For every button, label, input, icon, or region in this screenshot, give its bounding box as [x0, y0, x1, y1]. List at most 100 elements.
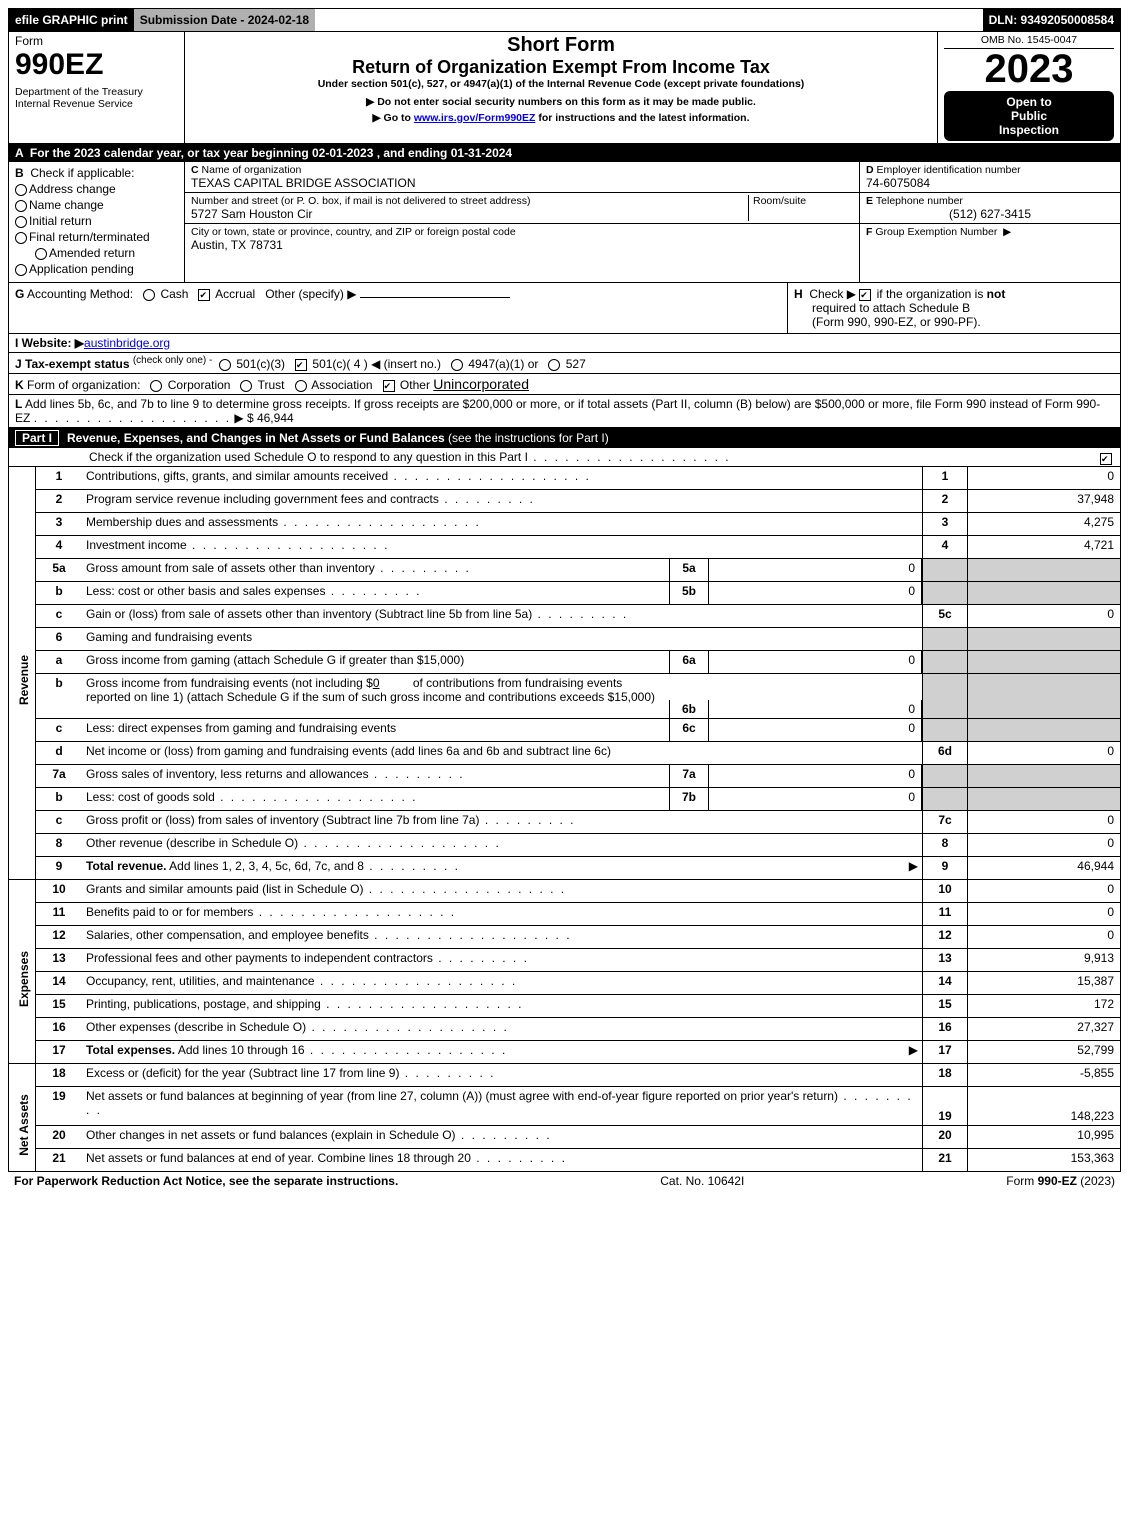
ssn-warning: Do not enter social security numbers on …	[191, 96, 931, 108]
line-7b-value: 0	[709, 788, 922, 810]
line-11-value: 0	[968, 903, 1120, 925]
tax-year: 2023	[944, 49, 1114, 89]
part1-check-line: Check if the organization used Schedule …	[9, 448, 1120, 467]
line-9-value: 46,944	[968, 857, 1120, 879]
revenue-side-label: Revenue	[17, 645, 31, 715]
expenses-side-label: Expenses	[17, 944, 31, 1014]
line-1-value: 0	[968, 467, 1120, 489]
chk-amended-return[interactable]	[35, 248, 47, 260]
footer-mid: Cat. No. 10642I	[660, 1174, 744, 1188]
line-6d-value: 0	[968, 742, 1120, 764]
line-8-value: 0	[968, 834, 1120, 856]
line-2-value: 37,948	[968, 490, 1120, 512]
line-10-value: 0	[968, 880, 1120, 902]
street-address: 5727 Sam Houston Cir	[191, 207, 748, 221]
chk-501c3[interactable]	[219, 359, 231, 371]
form-body: Form 990EZ Department of the Treasury In…	[8, 32, 1121, 1172]
irs-label: Internal Revenue Service	[15, 98, 178, 110]
section-a: A For the 2023 calendar year, or tax yea…	[9, 144, 1120, 162]
line-3-value: 4,275	[968, 513, 1120, 535]
line-16-value: 27,327	[968, 1018, 1120, 1040]
irs-link[interactable]: www.irs.gov/Form990EZ	[414, 112, 536, 124]
room-label: Room/suite	[753, 195, 853, 207]
line-5b-value: 0	[709, 582, 922, 604]
line-17-value: 52,799	[968, 1041, 1120, 1063]
row-j: J Tax-exempt status (check only one) - 5…	[9, 353, 1120, 374]
line-7a-value: 0	[709, 765, 922, 787]
street-label: Number and street (or P. O. box, if mail…	[191, 195, 748, 207]
line-6a-value: 0	[709, 651, 922, 673]
short-form-title: Short Form	[191, 34, 931, 57]
form-number: 990EZ	[15, 48, 178, 82]
chk-schedule-o[interactable]	[1100, 453, 1112, 465]
main-title: Return of Organization Exempt From Incom…	[191, 57, 931, 78]
c-label: Name of organization	[202, 164, 302, 176]
chk-initial-return[interactable]	[15, 216, 27, 228]
chk-accrual[interactable]	[198, 289, 210, 301]
city-label: City or town, state or province, country…	[191, 226, 853, 238]
line-5c-value: 0	[968, 605, 1120, 627]
line-6b-value: 0	[709, 700, 922, 718]
form-header: Form 990EZ Department of the Treasury In…	[9, 32, 1120, 144]
line-15-value: 172	[968, 995, 1120, 1017]
chk-527[interactable]	[548, 359, 560, 371]
line-6c-value: 0	[709, 719, 922, 741]
net-assets-table: Net Assets 18Excess or (deficit) for the…	[9, 1064, 1120, 1171]
chk-cash[interactable]	[143, 289, 155, 301]
org-name: TEXAS CAPITAL BRIDGE ASSOCIATION	[191, 176, 853, 190]
dept-label: Department of the Treasury	[15, 86, 178, 98]
f-label: Group Exemption Number	[875, 226, 997, 238]
row-i: I Website: ▶austinbridge.org	[9, 334, 1120, 353]
block-g-h: G Accounting Method: Cash Accrual Other …	[9, 283, 1120, 334]
line-19-value: 148,223	[968, 1087, 1120, 1125]
row-l: L Add lines 5b, 6c, and 7b to line 9 to …	[9, 395, 1120, 428]
submission-date: Submission Date - 2024-02-18	[134, 9, 315, 31]
chk-address-change[interactable]	[15, 184, 27, 196]
chk-trust[interactable]	[240, 380, 252, 392]
line-7c-value: 0	[968, 811, 1120, 833]
form-label: Form	[15, 34, 178, 48]
line-12-value: 0	[968, 926, 1120, 948]
chk-501c[interactable]	[295, 359, 307, 371]
line-21-value: 153,363	[968, 1149, 1120, 1171]
goto-line: Go to www.irs.gov/Form990EZ for instruct…	[191, 112, 931, 124]
website-link[interactable]: austinbridge.org	[84, 336, 170, 350]
chk-application-pending[interactable]	[15, 264, 27, 276]
city-state-zip: Austin, TX 78731	[191, 238, 853, 252]
chk-h[interactable]	[859, 289, 871, 301]
g-label: Accounting Method:	[27, 287, 133, 301]
footer-left: For Paperwork Reduction Act Notice, see …	[14, 1174, 398, 1188]
expenses-table: Expenses 10Grants and similar amounts pa…	[9, 880, 1120, 1064]
d-label: Employer identification number	[877, 164, 1021, 176]
page-footer: For Paperwork Reduction Act Notice, see …	[8, 1172, 1121, 1190]
chk-name-change[interactable]	[15, 200, 27, 212]
line-13-value: 9,913	[968, 949, 1120, 971]
line-5a-value: 0	[709, 559, 922, 581]
e-label: Telephone number	[876, 195, 963, 207]
line-18-value: -5,855	[968, 1064, 1120, 1086]
chk-4947[interactable]	[451, 359, 463, 371]
efile-label[interactable]: efile GRAPHIC print	[9, 9, 134, 31]
under-section: Under section 501(c), 527, or 4947(a)(1)…	[191, 78, 931, 90]
net-assets-side-label: Net Assets	[17, 1090, 31, 1160]
part1-header: Part I Revenue, Expenses, and Changes in…	[9, 428, 1120, 448]
other-org-value: Unincorporated	[433, 376, 529, 392]
block-b-to-f: B Check if applicable: Address change Na…	[9, 162, 1120, 283]
chk-final-return[interactable]	[15, 232, 27, 244]
footer-right: Form 990-EZ (2023)	[1006, 1174, 1115, 1188]
top-bar: efile GRAPHIC print Submission Date - 20…	[8, 8, 1121, 32]
line-20-value: 10,995	[968, 1126, 1120, 1148]
other-specify-input[interactable]	[360, 297, 510, 298]
revenue-table: Revenue 1Contributions, gifts, grants, a…	[9, 467, 1120, 880]
phone-value: (512) 627-3415	[866, 207, 1114, 221]
open-to-public: Open toPublicInspection	[944, 91, 1114, 141]
line-14-value: 15,387	[968, 972, 1120, 994]
gross-receipts-value: $ 46,944	[247, 411, 294, 425]
line-4-value: 4,721	[968, 536, 1120, 558]
chk-corp[interactable]	[150, 380, 162, 392]
row-k: K Form of organization: Corporation Trus…	[9, 374, 1120, 395]
b-label: Check if applicable:	[30, 166, 134, 180]
chk-other-org[interactable]	[383, 380, 395, 392]
chk-assoc[interactable]	[295, 380, 307, 392]
dln-label: DLN: 93492050008584	[983, 9, 1120, 31]
